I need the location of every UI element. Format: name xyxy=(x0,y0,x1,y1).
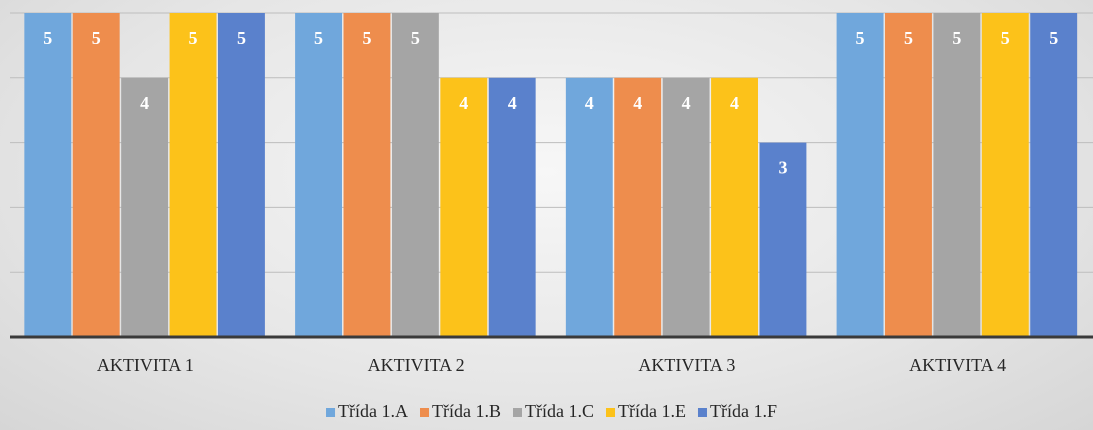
x-tick-label: AKTIVITA 2 xyxy=(368,355,465,375)
bar xyxy=(72,13,120,337)
data-label: 5 xyxy=(1001,28,1010,48)
legend-swatch xyxy=(513,408,522,417)
legend-swatch xyxy=(420,408,429,417)
data-label: 4 xyxy=(730,93,739,113)
bar xyxy=(981,13,1029,337)
data-label: 5 xyxy=(952,28,961,48)
legend-label: Třída 1.A xyxy=(338,401,408,421)
legend-swatch xyxy=(697,408,707,417)
legend-swatch xyxy=(326,408,336,417)
bar xyxy=(614,77,662,338)
data-label: 4 xyxy=(140,93,149,113)
bar xyxy=(488,77,536,338)
bar xyxy=(217,13,265,337)
legend-label: Třída 1.B xyxy=(432,401,501,421)
data-label: 5 xyxy=(904,28,913,48)
bar xyxy=(24,13,72,337)
bar xyxy=(565,77,613,338)
data-label: 5 xyxy=(1049,28,1058,48)
x-tick-label: AKTIVITA 3 xyxy=(638,355,735,375)
bar xyxy=(1030,13,1078,337)
data-label: 5 xyxy=(92,28,101,48)
data-label: 4 xyxy=(633,93,642,113)
data-label: 5 xyxy=(856,28,865,48)
legend-label: Třída 1.C xyxy=(525,401,594,421)
bar xyxy=(343,13,391,337)
data-label: 5 xyxy=(189,28,198,48)
legend-label: Třída 1.F xyxy=(710,401,777,421)
legend-label: Třída 1.E xyxy=(618,401,686,421)
data-label: 5 xyxy=(411,28,420,48)
data-label: 4 xyxy=(585,93,594,113)
bar xyxy=(759,142,807,337)
legend-swatch xyxy=(606,408,615,417)
data-label: 4 xyxy=(508,93,517,113)
x-tick-label: AKTIVITA 1 xyxy=(97,355,194,375)
data-label: 5 xyxy=(314,28,323,48)
bar xyxy=(121,77,169,338)
data-label: 4 xyxy=(459,93,468,113)
data-label: 4 xyxy=(682,93,691,113)
data-label: 5 xyxy=(237,28,246,48)
bar xyxy=(295,13,343,337)
data-label: 5 xyxy=(43,28,52,48)
bar xyxy=(836,13,884,337)
bar xyxy=(885,13,932,337)
bar xyxy=(711,77,758,338)
x-tick-label: AKTIVITA 4 xyxy=(909,355,1006,375)
bar xyxy=(662,77,710,338)
data-label: 5 xyxy=(362,28,371,48)
bar xyxy=(933,13,981,337)
data-label: 3 xyxy=(778,158,787,178)
bar xyxy=(440,77,488,338)
bar xyxy=(391,13,439,337)
bar xyxy=(169,13,217,337)
